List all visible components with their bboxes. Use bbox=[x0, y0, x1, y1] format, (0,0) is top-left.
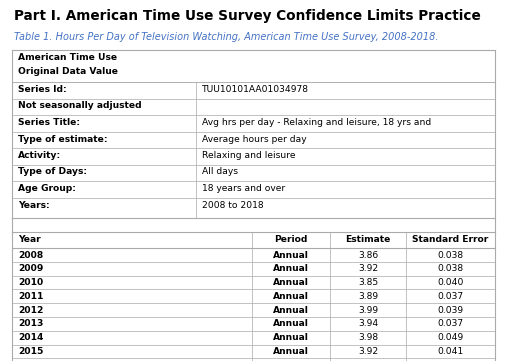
Text: 3.89: 3.89 bbox=[358, 292, 378, 301]
Text: Age Group:: Age Group: bbox=[18, 184, 76, 193]
Text: 0.038: 0.038 bbox=[438, 264, 463, 273]
Text: 2012: 2012 bbox=[18, 306, 44, 315]
Text: 2008 to 2018: 2008 to 2018 bbox=[202, 200, 264, 209]
Text: American Time Use: American Time Use bbox=[18, 53, 117, 62]
Text: 0.041: 0.041 bbox=[438, 347, 463, 356]
Text: 0.040: 0.040 bbox=[438, 278, 464, 287]
Text: 2011: 2011 bbox=[18, 292, 44, 301]
Text: Annual: Annual bbox=[273, 251, 309, 260]
Text: Annual: Annual bbox=[273, 292, 309, 301]
Text: Series Id:: Series Id: bbox=[18, 85, 66, 94]
Text: Table 1. Hours Per Day of Television Watching, American Time Use Survey, 2008-20: Table 1. Hours Per Day of Television Wat… bbox=[14, 32, 439, 42]
Text: Average hours per day: Average hours per day bbox=[202, 135, 307, 144]
Text: 3.98: 3.98 bbox=[358, 333, 378, 342]
Text: 0.037: 0.037 bbox=[438, 319, 463, 329]
Text: Annual: Annual bbox=[273, 264, 309, 273]
Text: 3.86: 3.86 bbox=[358, 251, 378, 260]
Text: Standard Error: Standard Error bbox=[412, 235, 489, 244]
Text: 2015: 2015 bbox=[18, 347, 44, 356]
Text: Relaxing and leisure: Relaxing and leisure bbox=[202, 151, 296, 160]
Text: Annual: Annual bbox=[273, 333, 309, 342]
Text: 2014: 2014 bbox=[18, 333, 44, 342]
Text: 0.038: 0.038 bbox=[438, 251, 463, 260]
Text: Annual: Annual bbox=[273, 319, 309, 329]
Text: Annual: Annual bbox=[273, 306, 309, 315]
Text: 18 years and over: 18 years and over bbox=[202, 184, 285, 193]
Text: Year: Year bbox=[18, 235, 41, 244]
Text: 3.94: 3.94 bbox=[358, 319, 378, 329]
Text: Original Data Value: Original Data Value bbox=[18, 67, 118, 76]
Text: Type of Days:: Type of Days: bbox=[18, 168, 87, 177]
Text: 3.92: 3.92 bbox=[358, 347, 378, 356]
Text: Years:: Years: bbox=[18, 200, 50, 209]
Text: All days: All days bbox=[202, 168, 238, 177]
Text: Annual: Annual bbox=[273, 278, 309, 287]
Text: 3.85: 3.85 bbox=[358, 278, 378, 287]
Text: 3.92: 3.92 bbox=[358, 264, 378, 273]
Text: Part I. American Time Use Survey Confidence Limits Practice: Part I. American Time Use Survey Confide… bbox=[14, 9, 481, 23]
Text: 0.049: 0.049 bbox=[438, 333, 463, 342]
Text: Annual: Annual bbox=[273, 347, 309, 356]
Text: 0.037: 0.037 bbox=[438, 292, 463, 301]
Text: 0.039: 0.039 bbox=[438, 306, 463, 315]
Text: 2008: 2008 bbox=[18, 251, 43, 260]
Text: Period: Period bbox=[274, 235, 308, 244]
Text: Series Title:: Series Title: bbox=[18, 118, 80, 127]
Text: 2009: 2009 bbox=[18, 264, 44, 273]
Text: 2013: 2013 bbox=[18, 319, 44, 329]
Text: Estimate: Estimate bbox=[345, 235, 391, 244]
Text: 3.99: 3.99 bbox=[358, 306, 378, 315]
Text: Type of estimate:: Type of estimate: bbox=[18, 135, 107, 144]
Text: 2010: 2010 bbox=[18, 278, 43, 287]
Text: Activity:: Activity: bbox=[18, 151, 61, 160]
Text: Not seasonally adjusted: Not seasonally adjusted bbox=[18, 101, 141, 110]
Text: TUU10101AA01034978: TUU10101AA01034978 bbox=[202, 85, 309, 94]
Text: Avg hrs per day - Relaxing and leisure, 18 yrs and: Avg hrs per day - Relaxing and leisure, … bbox=[202, 118, 431, 127]
